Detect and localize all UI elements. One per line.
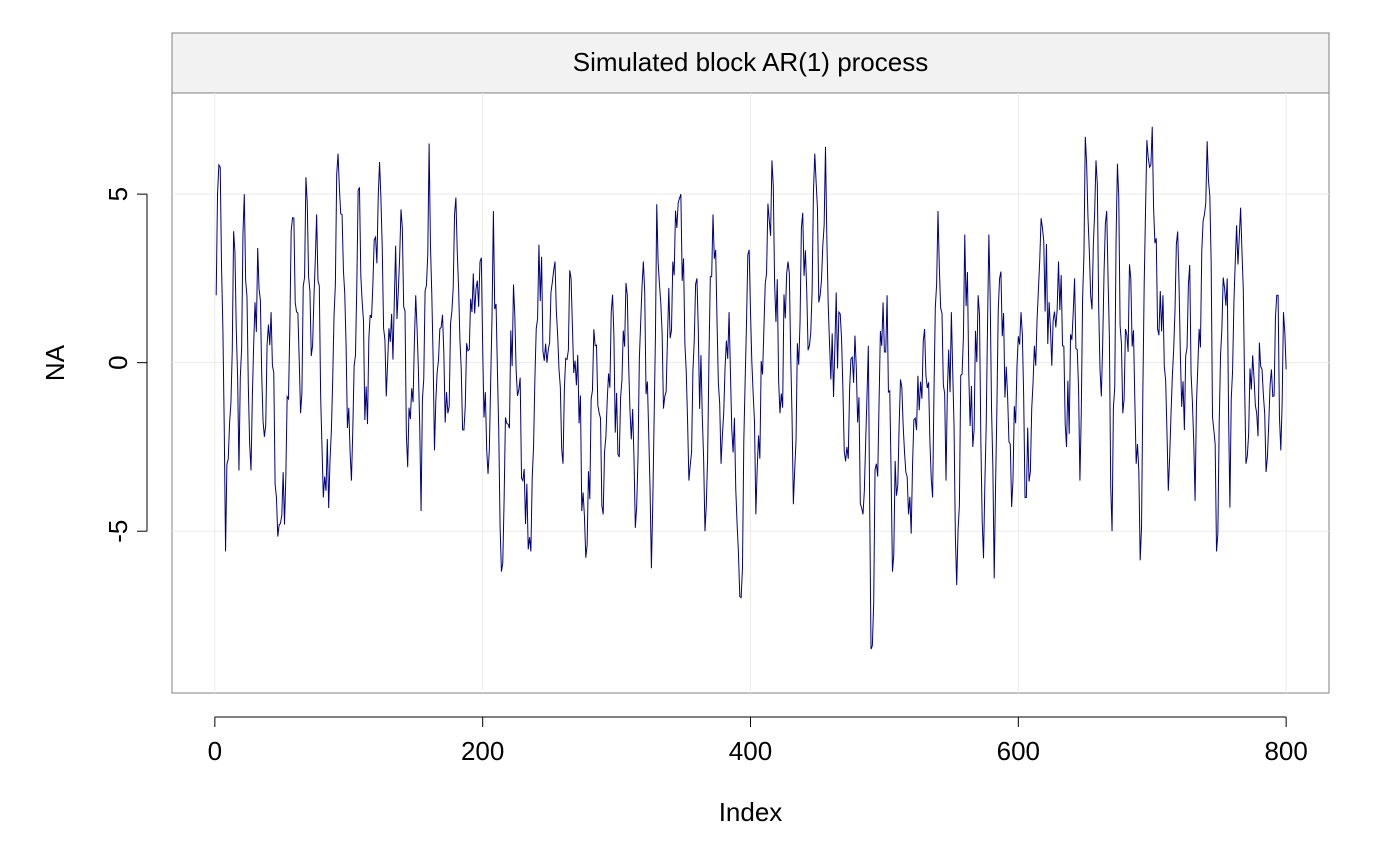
x-ticks: 0 200 400 600 800 <box>208 717 1308 766</box>
title-strip <box>171 32 1330 94</box>
x-tick-label-2: 400 <box>729 736 772 766</box>
y-ticks: -5 0 5 <box>103 187 147 543</box>
x-axis-title: Index <box>719 797 783 827</box>
chart-title: Simulated block AR(1) process <box>573 47 928 77</box>
y-tick-label-2: 5 <box>103 187 133 201</box>
grid-lines <box>172 93 1329 693</box>
y-axis-title: NA <box>40 344 70 381</box>
x-tick-label-4: 800 <box>1264 736 1307 766</box>
y-tick-label-0: -5 <box>103 520 133 543</box>
x-tick-label-1: 200 <box>461 736 504 766</box>
y-tick-label-1: 0 <box>103 355 133 369</box>
series-line <box>215 126 1287 650</box>
x-tick-label-3: 600 <box>997 736 1040 766</box>
x-tick-label-0: 0 <box>208 736 222 766</box>
